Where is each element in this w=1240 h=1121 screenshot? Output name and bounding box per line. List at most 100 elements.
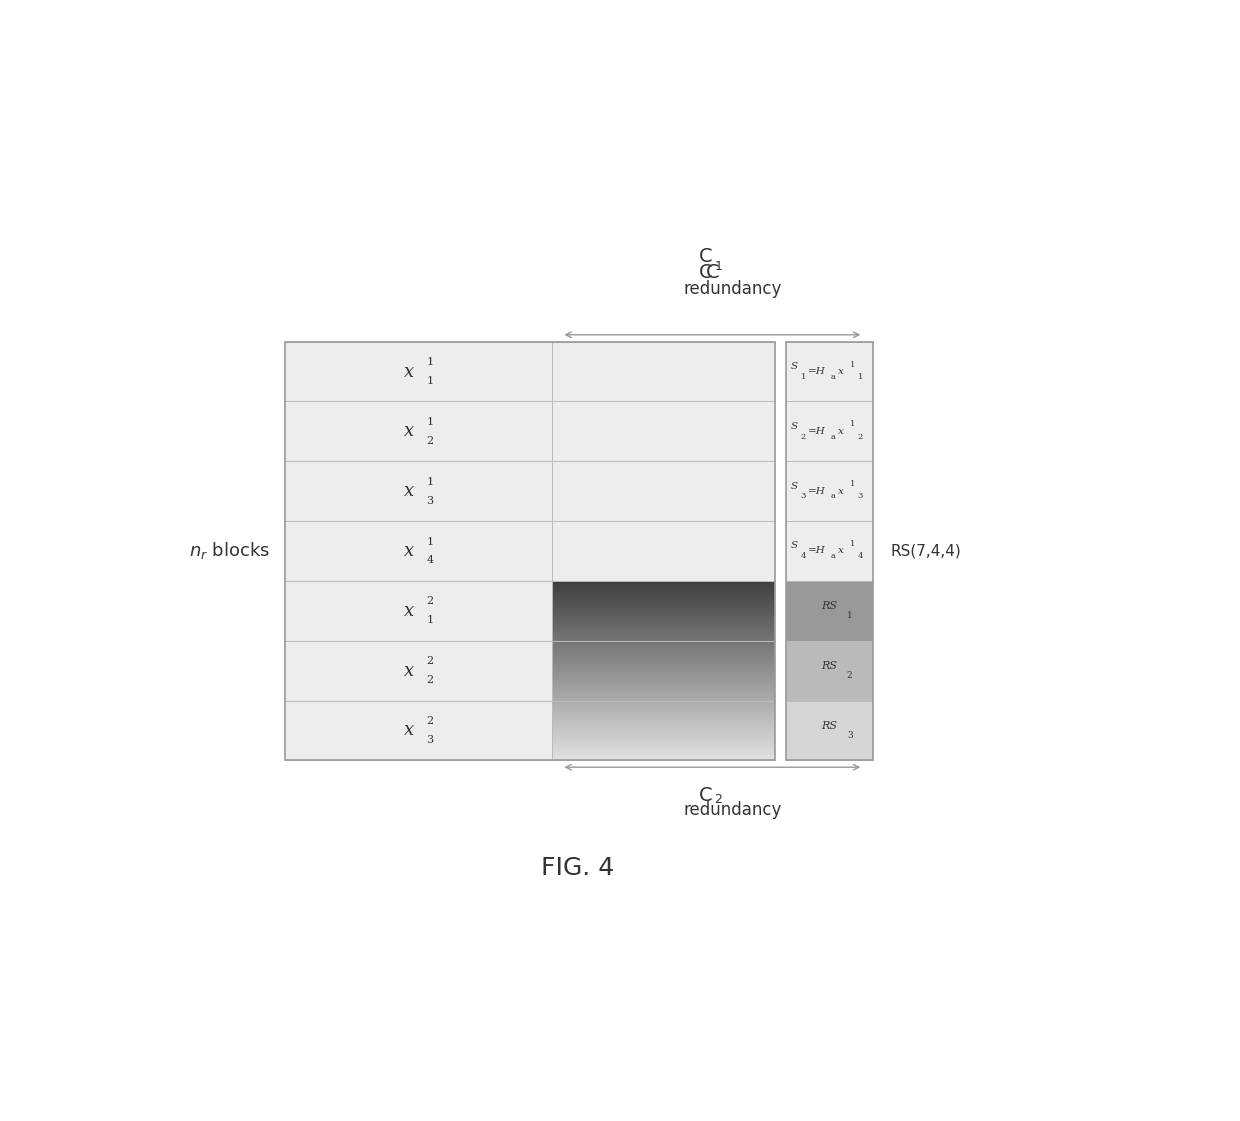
Bar — [285, 401, 775, 462]
Bar — [552, 659, 775, 661]
Bar — [552, 587, 775, 590]
Bar — [552, 612, 775, 614]
Bar — [552, 695, 775, 697]
Text: 4: 4 — [427, 556, 434, 565]
Bar — [552, 740, 775, 742]
Text: x: x — [838, 367, 844, 376]
Bar — [552, 697, 775, 700]
Text: a: a — [831, 373, 836, 381]
Text: x: x — [404, 602, 414, 620]
Bar — [786, 641, 873, 701]
Bar — [552, 661, 775, 664]
Text: =H: =H — [807, 487, 826, 495]
Text: 1: 1 — [858, 373, 863, 381]
Bar — [552, 758, 775, 760]
Bar — [552, 648, 775, 650]
Text: 1: 1 — [427, 417, 434, 427]
Bar — [552, 702, 775, 704]
Bar — [552, 594, 775, 596]
Bar — [552, 646, 775, 648]
Text: x: x — [404, 722, 414, 740]
Text: C: C — [698, 247, 712, 266]
Text: 2: 2 — [714, 794, 722, 806]
Text: C: C — [706, 263, 719, 282]
Bar — [552, 751, 775, 753]
Bar — [552, 630, 775, 632]
Text: 2: 2 — [427, 675, 434, 685]
Bar — [285, 342, 775, 401]
Bar — [552, 599, 775, 601]
Text: x: x — [838, 487, 844, 495]
Text: =H: =H — [807, 427, 826, 436]
Text: 2: 2 — [858, 433, 863, 441]
Bar — [552, 596, 775, 599]
Text: 2: 2 — [427, 716, 434, 726]
Bar — [552, 650, 775, 652]
Bar — [285, 641, 775, 701]
Bar — [552, 744, 775, 747]
Text: 3: 3 — [801, 492, 806, 500]
Text: RS: RS — [822, 721, 838, 731]
Bar — [552, 617, 775, 619]
Bar — [552, 641, 775, 643]
Bar — [786, 401, 873, 462]
Bar — [552, 628, 775, 630]
Text: S: S — [790, 482, 797, 491]
Text: 1: 1 — [849, 420, 856, 428]
Bar — [552, 619, 775, 621]
Text: RS(7,4,4): RS(7,4,4) — [890, 544, 961, 558]
Text: RS: RS — [822, 661, 838, 671]
Bar — [552, 632, 775, 634]
Bar — [552, 657, 775, 659]
Bar — [552, 679, 775, 682]
Text: x: x — [404, 661, 414, 679]
Bar — [786, 581, 873, 641]
Bar — [552, 686, 775, 688]
Bar — [552, 720, 775, 722]
Bar — [285, 581, 775, 641]
Text: 3: 3 — [847, 731, 853, 740]
Bar — [786, 701, 873, 760]
Bar — [552, 735, 775, 738]
Bar — [552, 637, 775, 639]
Text: =H: =H — [807, 547, 826, 556]
Bar — [285, 342, 775, 760]
Bar — [552, 608, 775, 610]
Text: FIG. 4: FIG. 4 — [541, 856, 615, 880]
Bar — [552, 691, 775, 693]
Text: C: C — [698, 263, 712, 282]
Text: redundancy: redundancy — [683, 280, 782, 298]
Bar — [552, 684, 775, 686]
Text: 2: 2 — [847, 671, 853, 680]
Text: $n_r$ blocks: $n_r$ blocks — [190, 540, 270, 562]
Text: C: C — [698, 786, 712, 805]
Text: 2: 2 — [427, 656, 434, 666]
Text: S: S — [790, 421, 797, 430]
Bar — [552, 590, 775, 592]
Bar — [552, 756, 775, 758]
Bar — [552, 626, 775, 628]
Bar — [552, 639, 775, 641]
Bar — [552, 652, 775, 655]
Text: a: a — [831, 553, 836, 560]
Text: 1: 1 — [849, 540, 856, 548]
Text: 1: 1 — [427, 358, 434, 367]
Bar — [552, 668, 775, 670]
Text: a: a — [831, 433, 836, 441]
Bar — [552, 708, 775, 711]
Bar — [552, 726, 775, 729]
Bar — [552, 673, 775, 675]
Bar — [552, 621, 775, 623]
Bar — [552, 664, 775, 666]
Text: a: a — [831, 492, 836, 500]
Text: x: x — [404, 423, 414, 441]
Bar — [786, 521, 873, 581]
Bar — [552, 753, 775, 756]
Bar — [552, 634, 775, 637]
Bar — [552, 623, 775, 626]
Text: x: x — [404, 541, 414, 560]
Bar — [786, 342, 873, 760]
Bar — [786, 342, 873, 401]
Bar — [552, 682, 775, 684]
Bar — [552, 749, 775, 751]
